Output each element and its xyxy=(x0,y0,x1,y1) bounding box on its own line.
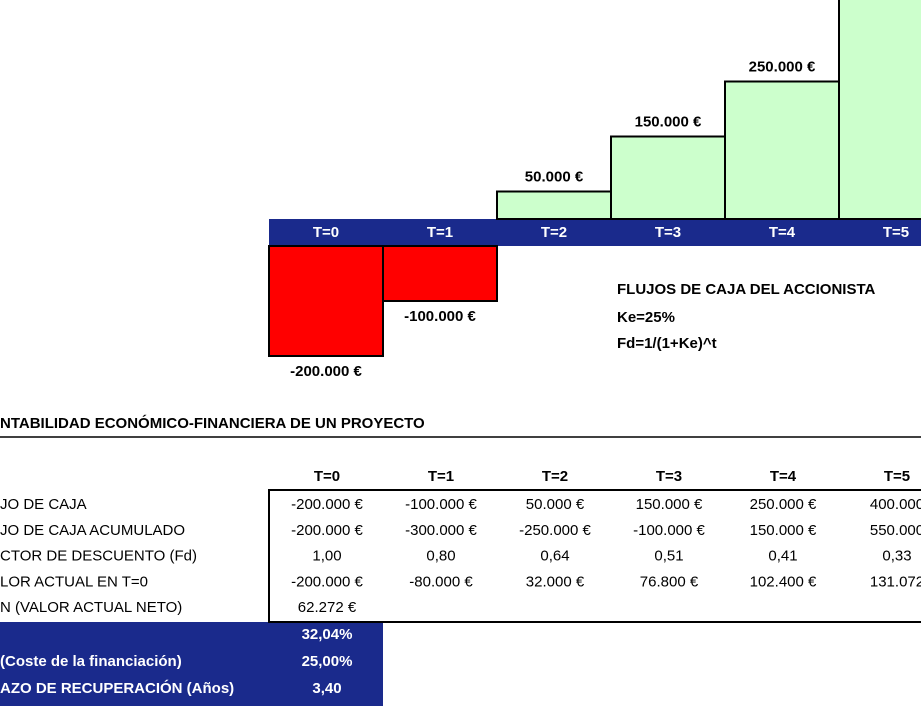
cell: 131.072 xyxy=(870,573,921,590)
table-border xyxy=(268,489,921,623)
cell: -200.000 € xyxy=(291,522,363,539)
column-header: T=4 xyxy=(770,468,797,485)
cell: -80.000 € xyxy=(409,573,473,590)
cell: 550.000 xyxy=(870,522,921,539)
bar xyxy=(610,135,726,220)
category-label: T=5 xyxy=(883,224,909,241)
category-label: T=1 xyxy=(427,224,453,241)
category-label: T=4 xyxy=(769,224,796,241)
cell: 0,64 xyxy=(540,548,569,565)
cell: 150.000 € xyxy=(750,522,817,539)
bar xyxy=(724,80,840,220)
summary-block xyxy=(0,622,383,706)
axis-band xyxy=(269,219,921,246)
cell: 50.000 € xyxy=(526,496,585,513)
cell: -250.000 € xyxy=(519,522,591,539)
cell: 150.000 € xyxy=(636,496,703,513)
annotation: FLUJOS DE CAJA DEL ACCIONISTA xyxy=(617,281,876,298)
cell: -100.000 € xyxy=(633,522,705,539)
column-header: T=0 xyxy=(314,468,340,485)
annotation: Ke=25% xyxy=(617,309,675,326)
value-label: 250.000 € xyxy=(749,58,816,75)
cell: 76.800 € xyxy=(640,573,699,590)
row-label: JO DE CAJA xyxy=(0,496,87,513)
column-header: T=3 xyxy=(656,468,682,485)
cell: -200.000 € xyxy=(291,496,363,513)
category-label: T=2 xyxy=(541,224,567,241)
summary-label: AZO DE RECUPERACIÓN (Años) xyxy=(0,679,234,697)
cell: 0,41 xyxy=(768,548,797,565)
value-label: 150.000 € xyxy=(635,113,702,130)
bar xyxy=(382,245,498,302)
annotation: Fd=1/(1+Ke)^t xyxy=(617,335,717,352)
summary-value: 32,04% xyxy=(302,626,353,643)
value-label: -100.000 € xyxy=(404,308,476,325)
bar xyxy=(268,245,384,357)
bar xyxy=(838,0,921,220)
cell: -300.000 € xyxy=(405,522,477,539)
row-label: JO DE CAJA ACUMULADO xyxy=(0,522,185,539)
cell: 400.000 xyxy=(870,496,921,513)
summary-label: (Coste de la financiación) xyxy=(0,653,182,670)
cell: 102.400 € xyxy=(750,573,817,590)
row-label: N (VALOR ACTUAL NETO) xyxy=(0,599,182,616)
bar xyxy=(496,190,612,220)
table-title: NTABILIDAD ECONÓMICO-FINANCIERA DE UN PR… xyxy=(0,414,425,432)
cell: -100.000 € xyxy=(405,496,477,513)
cell: 250.000 € xyxy=(750,496,817,513)
cell: 0,51 xyxy=(654,548,683,565)
value-label: 50.000 € xyxy=(525,168,584,185)
summary-value: 3,40 xyxy=(312,680,341,697)
cell: 62.272 € xyxy=(298,599,357,616)
column-header: T=5 xyxy=(884,468,910,485)
column-header: T=2 xyxy=(542,468,568,485)
row-label: LOR ACTUAL EN T=0 xyxy=(0,573,148,590)
summary-value: 25,00% xyxy=(302,653,353,670)
column-header: T=1 xyxy=(428,468,454,485)
cell: 32.000 € xyxy=(526,573,585,590)
cell: 0,80 xyxy=(426,548,455,565)
cell: 0,33 xyxy=(882,548,911,565)
category-label: T=3 xyxy=(655,224,681,241)
value-label: -200.000 € xyxy=(290,363,362,380)
cell: -200.000 € xyxy=(291,573,363,590)
row-label: CTOR DE DESCUENTO (Fd) xyxy=(0,548,197,565)
cell: 1,00 xyxy=(312,548,341,565)
category-label: T=0 xyxy=(313,224,339,241)
